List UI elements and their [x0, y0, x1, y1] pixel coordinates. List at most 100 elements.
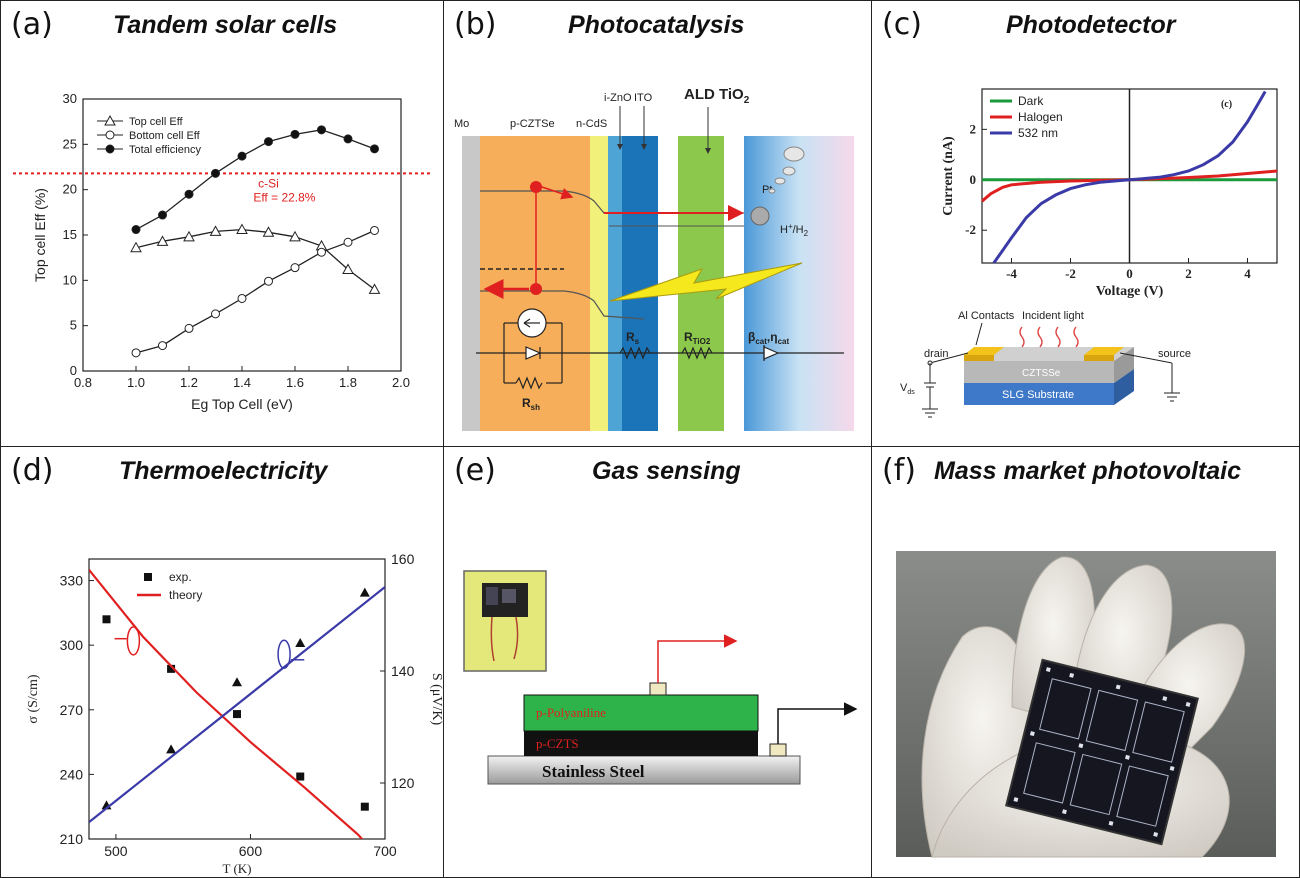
panel-c-title: Photodetector [1006, 11, 1176, 39]
legend-label: Top cell Eff [129, 116, 184, 128]
x-tick-label: 1.0 [127, 375, 145, 390]
legend-marker [105, 130, 115, 140]
x-tick-label: 600 [239, 843, 263, 859]
data-point [211, 168, 220, 178]
x-tick-label: 0 [1126, 266, 1133, 281]
panel-a: (a) Tandem solar cells 0.8 1.0 1.2 1.4 1.6 1.… [0, 0, 445, 448]
y-right-tick-label: 120 [391, 775, 415, 791]
x-tick-label: 1.2 [180, 375, 198, 390]
x-tick-label: 700 [373, 843, 397, 859]
panel-f-title: Mass market photovoltaic [934, 457, 1242, 485]
series-line-1 [89, 569, 364, 839]
data-point [370, 225, 379, 235]
panel-b-label: (b) [454, 7, 497, 42]
data-point [343, 134, 353, 144]
legend-marker-exp [144, 573, 152, 581]
data-point [184, 189, 194, 199]
panel-b: (b) Photocatalysis Mo p-CZTSe n-CdS [443, 0, 873, 448]
y-tick-label: 25 [63, 136, 77, 151]
chart-annotation: (c) [1221, 99, 1232, 110]
data-point [290, 263, 300, 273]
data-point [156, 235, 169, 246]
data-point [290, 129, 300, 139]
rs-label: Rs [626, 330, 640, 346]
left-axis-indicator [126, 626, 141, 656]
data-point [296, 772, 305, 781]
legend-label: Dark [1018, 94, 1044, 108]
panel-c: (c) Photodetector -4 -2 0 2 4 -2 0 2 Voltage (V)… [871, 0, 1300, 448]
x-axis-label: Eg Top Cell (eV) [191, 396, 293, 412]
panel-e: (e) Gas sensing Stainless Steel p-CZTS p… [443, 446, 873, 878]
data-point [130, 241, 142, 253]
series-line-532-nm [992, 90, 1267, 264]
czts-film-label: p-CZTS [536, 736, 579, 751]
series-line-0 [135, 228, 375, 290]
y-tick-label: 2 [970, 121, 977, 136]
data-point [262, 226, 275, 237]
y-tick-label: 0 [970, 172, 977, 187]
equivalent-circuit [476, 308, 844, 390]
zno-layer [608, 136, 622, 431]
y-tick-label: 30 [63, 91, 77, 106]
top-lead [657, 634, 738, 683]
x-tick-label: 0.8 [74, 375, 92, 390]
x-tick-label: 1.8 [339, 375, 357, 390]
top-contact [649, 682, 667, 696]
data-point [233, 710, 241, 719]
hole-dot [530, 283, 542, 295]
data-point [342, 263, 354, 274]
pt-particle [750, 206, 770, 226]
x-axis-label: Voltage (V) [1096, 284, 1164, 299]
beta-eta-label: βcat,ηcat [748, 330, 789, 346]
legend-label: Bottom cell Eff [129, 130, 201, 142]
y-right-axis-label: S (μV/K) [429, 673, 444, 726]
panel-a-title: Tandem solar cells [113, 11, 338, 39]
y-tick-label: 0 [70, 363, 77, 378]
legend-marker [104, 114, 116, 126]
sensor-chip [482, 583, 528, 662]
zno-label: i-ZnO [604, 92, 632, 104]
data-point [158, 210, 167, 220]
reference-label-line2: Eff = 22.8% [253, 190, 315, 204]
steel-label: Stainless Steel [542, 762, 645, 781]
legend-label: 532 nm [1018, 126, 1058, 140]
x-tick-label: 1.6 [286, 375, 304, 390]
data-point [209, 225, 222, 236]
data-point [236, 223, 248, 235]
rsh-label: Rsh [522, 396, 540, 412]
y-right-tick-label: 160 [391, 551, 415, 567]
electrolyte-region [744, 136, 854, 431]
legend-label: theory [169, 588, 202, 602]
mo-layer [462, 136, 480, 431]
data-point [237, 293, 247, 303]
ito-label: ITO [634, 92, 653, 104]
data-point [167, 664, 176, 673]
data-point [183, 230, 195, 242]
y-tick-label: 10 [63, 272, 77, 287]
legend-label: Total efficiency [129, 144, 201, 156]
x-tick-label: 4 [1244, 266, 1251, 281]
data-point [317, 125, 326, 135]
h-couple-label: H+/H2 [780, 222, 809, 238]
y-left-tick-label: 300 [60, 637, 84, 653]
panel-b-title: Photocatalysis [568, 11, 745, 39]
data-point [295, 638, 306, 647]
solar-cell-photo [896, 551, 1276, 858]
y-left-tick-label: 210 [60, 831, 84, 847]
photocatalysis-diagram: Mo p-CZTSe n-CdS i-ZnO ITO ALD TiO2 Pt H… [454, 86, 854, 431]
x-tick-label: 2.0 [392, 375, 410, 390]
legend-marker [105, 144, 115, 154]
data-point [370, 144, 379, 154]
y-left-tick-label: 330 [60, 573, 84, 589]
data-point [131, 225, 141, 235]
x-tick-label: 2 [1185, 266, 1192, 281]
panel-d-title: Thermoelectricity [119, 457, 328, 485]
bottom-lead [777, 702, 858, 744]
data-point [317, 247, 326, 257]
sensor-photo [463, 570, 547, 672]
data-point [166, 744, 177, 754]
bubbles [768, 146, 805, 194]
thermoelectric-chart: 500 600 700 210 240 270 300 330 120 140 160 T (K) σ … [26, 551, 444, 876]
panel-f-label: (f) [882, 453, 916, 488]
y-left-tick-label: 240 [60, 766, 84, 782]
